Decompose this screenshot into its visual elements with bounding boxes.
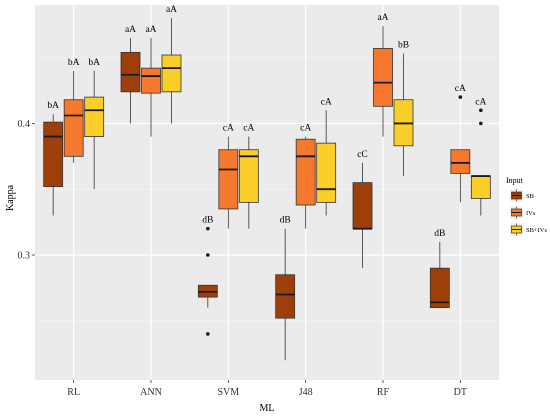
box-body	[238, 149, 259, 203]
box-ivs-ann	[141, 37, 161, 137]
box-sb-rl	[43, 114, 64, 216]
x-tick-label: J48	[299, 387, 313, 398]
legend-title: Input	[506, 176, 524, 185]
box-body	[450, 149, 471, 174]
box-sb-ivs-ann	[161, 18, 182, 124]
significance-label: aA	[166, 5, 177, 15]
x-axis-title: ML	[260, 403, 275, 414]
box-sb-ivs-dt	[470, 108, 491, 216]
y-axis-title: Kappa	[5, 184, 16, 211]
legend-key-sb	[510, 189, 523, 202]
box-sb-ivs-j48	[316, 110, 337, 216]
legend-entry-label: SB	[526, 193, 535, 200]
x-tick-label: ANN	[140, 387, 162, 398]
outlier-point	[206, 332, 210, 336]
box-sb-rf	[352, 162, 373, 269]
legend-key-ivs	[510, 206, 523, 219]
box-body	[63, 99, 84, 157]
box-body	[295, 138, 316, 206]
outlier-point	[206, 253, 210, 257]
significance-label: dB	[434, 229, 445, 239]
box-ivs-rl	[63, 70, 84, 163]
significance-label: bA	[68, 58, 80, 68]
significance-label: cA	[223, 124, 234, 134]
significance-label: cA	[475, 97, 486, 107]
box-body	[84, 96, 105, 137]
significance-label: bA	[88, 58, 100, 68]
box-ivs-rf	[373, 26, 393, 137]
significance-label: cC	[357, 150, 368, 160]
box-sb-svm	[197, 226, 218, 336]
significance-label: cA	[321, 97, 332, 107]
box-body	[275, 274, 296, 319]
box-body	[352, 182, 373, 230]
significance-label: bA	[47, 101, 59, 111]
significance-label: aA	[125, 25, 136, 35]
box-sb-ivs-rl	[84, 70, 105, 190]
box-sb-dt	[429, 241, 450, 309]
y-tick-label: 0.3	[18, 251, 31, 262]
legend-entry-label: IVs	[526, 210, 536, 217]
box-body	[141, 67, 161, 94]
box-ivs-j48	[295, 136, 316, 229]
box-body	[373, 48, 393, 107]
box-body	[470, 175, 491, 199]
box-body	[161, 54, 182, 93]
y-tick-label: 0.4	[18, 119, 31, 130]
box-sb-ivs-rf	[393, 53, 414, 177]
plot-panel	[35, 5, 499, 380]
box-body	[218, 149, 239, 210]
box-ivs-svm	[218, 136, 239, 229]
x-tick-label: RF	[377, 387, 390, 398]
x-tick-label: RL	[67, 387, 80, 398]
box-body	[43, 121, 64, 187]
box-sb-ivs-svm	[238, 136, 259, 229]
significance-label: aA	[145, 25, 156, 35]
significance-label: dB	[280, 216, 291, 226]
x-axis: RL ANN SVM J48 RF DT	[67, 380, 467, 398]
box-body	[429, 267, 450, 309]
outlier-point	[206, 226, 210, 231]
box-sb-ann	[120, 37, 141, 124]
box-sb-j48	[275, 228, 296, 361]
legend: Input SB IVs SB+IVs	[506, 176, 547, 236]
outlier-point	[479, 108, 483, 113]
legend-key-sb-ivs	[510, 223, 523, 236]
box-body	[316, 142, 337, 203]
y-axis: 0.3 0.4	[18, 119, 35, 262]
x-tick-label: SVM	[217, 387, 239, 398]
significance-label: bB	[398, 41, 409, 51]
boxes	[43, 18, 491, 361]
significance-label: cA	[455, 84, 466, 94]
significance-label: aA	[377, 13, 388, 23]
outlier-point	[479, 121, 483, 126]
legend-entry-label: SB+IVs	[526, 227, 547, 234]
box-body	[120, 51, 141, 93]
box-ivs-dt	[450, 95, 471, 203]
x-tick-label: DT	[454, 387, 467, 398]
outlier-point	[458, 95, 463, 99]
significance-label: dB	[202, 216, 213, 226]
group-labels: bA aA dB dB cC dB bA aA cA cA aA cA bA aA cA cA bB cA	[47, 5, 486, 239]
significance-label: cA	[243, 124, 254, 134]
significance-label: cA	[300, 124, 311, 134]
